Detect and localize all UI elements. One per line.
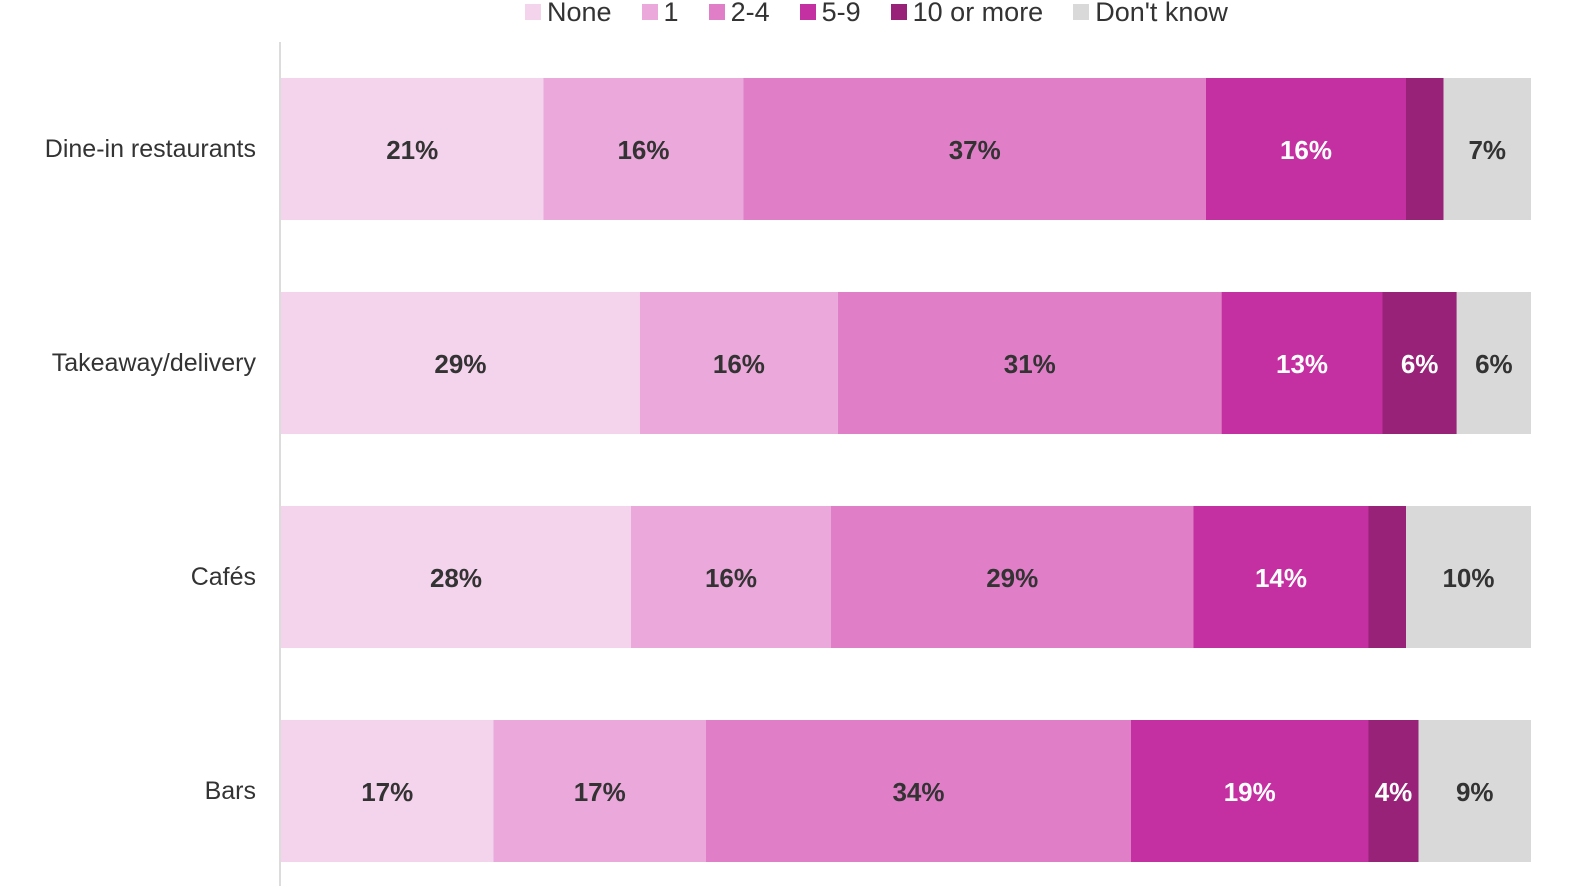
bar-segment-takeaway-delivery-5-9 (1221, 292, 1383, 434)
data-label-bars-none: 17% (361, 777, 413, 807)
bar-segment-bars-none (281, 720, 494, 862)
bar-segment-caf-s-5-9 (1193, 506, 1369, 648)
legend-label: 10 or more (912, 0, 1044, 27)
legend-swatch (525, 4, 541, 20)
category-label-dine-in-restaurants: Dine-in restaurants (45, 135, 256, 163)
category-label-caf-s: Cafés (191, 563, 256, 591)
bar-segment-takeaway-delivery-2-4 (837, 292, 1222, 434)
category-label-takeaway-delivery: Takeaway/delivery (52, 349, 257, 377)
legend-swatch (890, 4, 907, 20)
category-labels: Dine-in restaurants Takeaway/delivery Café… (45, 135, 257, 805)
bar-segment-bars-5-9 (1131, 720, 1369, 862)
bar-segment-bars-don-t-know (1418, 720, 1531, 862)
data-label-takeaway-delivery-10-or-more: 6% (1401, 349, 1439, 379)
data-label-dine-in-restaurants-none: 21% (386, 135, 438, 165)
bar-segment-caf-s-10-or-more (1368, 506, 1406, 648)
legend-item-2-4: 2-4 (708, 0, 770, 27)
data-label-caf-s-5-9: 14% (1255, 563, 1307, 593)
data-label-takeaway-delivery-2-4: 31% (1004, 349, 1056, 379)
data-label-takeaway-delivery-none: 29% (434, 349, 486, 379)
data-label-dine-in-restaurants-don-t-know: 7% (1468, 135, 1506, 165)
bar-segment-dine-in-restaurants-2-4 (743, 78, 1206, 220)
legend-label: None (547, 0, 612, 27)
data-label-caf-s-2-4: 29% (986, 563, 1038, 593)
legend-swatch (1073, 4, 1090, 20)
bar-segment-dine-in-restaurants-none (281, 78, 544, 220)
bar-segment-takeaway-delivery-10-or-more (1382, 292, 1457, 434)
data-label-bars-don-t-know: 9% (1456, 777, 1494, 807)
legend-swatch (799, 4, 816, 20)
data-label-bars-2-4: 34% (892, 777, 944, 807)
bar-segment-takeaway-delivery-1 (639, 292, 838, 434)
legend-label: 1 (663, 0, 679, 27)
bars-group: 21% 16% 37% 16% 7% 29% 16% 31% 13% 6% 6% 28% 16% 29% 1… (281, 78, 1531, 862)
bar-segment-dine-in-restaurants-1 (543, 78, 744, 220)
legend: None 1 2-4 5-9 10 or more Don't know (525, 0, 1258, 27)
data-label-dine-in-restaurants-5-9: 16% (1280, 135, 1332, 165)
data-label-dine-in-restaurants-2-4: 37% (949, 135, 1001, 165)
data-label-caf-s-1: 16% (705, 563, 757, 593)
data-label-takeaway-delivery-1: 16% (713, 349, 765, 379)
legend-item-none: None (525, 0, 612, 27)
category-label-bars: Bars (205, 777, 256, 805)
bar-segment-caf-s-2-4 (831, 506, 1194, 648)
bar-segment-dine-in-restaurants-5-9 (1206, 78, 1406, 220)
bar-segment-caf-s-none (281, 506, 631, 648)
legend-item-10-or-more: 10 or more (890, 0, 1044, 27)
legend-swatch (708, 4, 725, 20)
legend-swatch (641, 4, 658, 20)
bar-segment-caf-s-don-t-know (1406, 506, 1531, 648)
legend-item-don-t-know: Don't know (1073, 0, 1228, 27)
bar-segment-dine-in-restaurants-10-or-more (1406, 78, 1444, 220)
bar-segment-bars-2-4 (706, 720, 1131, 862)
bar-segment-dine-in-restaurants-don-t-know (1443, 78, 1531, 220)
bar-segment-bars-1 (493, 720, 706, 862)
legend-label: Don't know (1095, 0, 1228, 27)
legend-item-5-9: 5-9 (799, 0, 861, 27)
data-label-caf-s-don-t-know: 10% (1442, 563, 1494, 593)
bar-segment-bars-10-or-more (1368, 720, 1419, 862)
data-label-bars-10-or-more: 4% (1375, 777, 1413, 807)
data-label-takeaway-delivery-5-9: 13% (1276, 349, 1328, 379)
data-label-bars-5-9: 19% (1224, 777, 1276, 807)
data-label-bars-1: 17% (574, 777, 626, 807)
data-label-dine-in-restaurants-1: 16% (617, 135, 669, 165)
data-label-caf-s-none: 28% (430, 563, 482, 593)
bar-segment-takeaway-delivery-none (281, 292, 640, 434)
data-label-takeaway-delivery-don-t-know: 6% (1475, 349, 1513, 379)
legend-label: 2-4 (730, 0, 770, 27)
bar-segment-takeaway-delivery-don-t-know (1456, 292, 1531, 434)
legend-label: 5-9 (821, 0, 861, 27)
bar-segment-caf-s-1 (631, 506, 831, 648)
legend-item-1: 1 (641, 0, 679, 27)
